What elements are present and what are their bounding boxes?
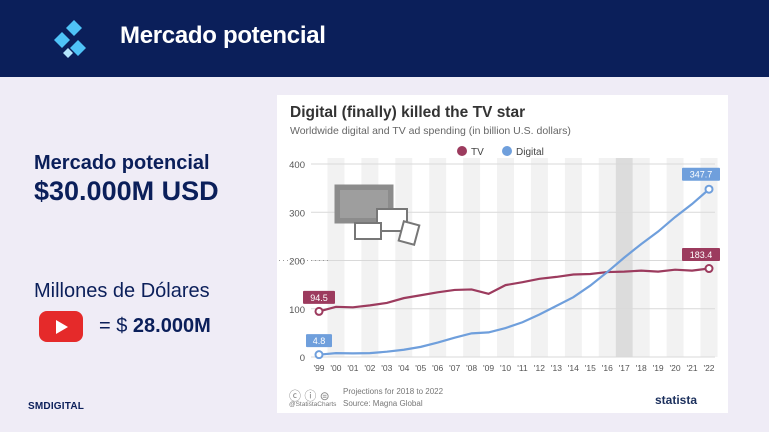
grid-band [598,158,616,357]
x-tick-label: '05 [415,363,426,373]
legend-marker-digital [502,146,512,156]
y-tick-label: 400 [289,160,305,171]
market-label: Mercado potencial [34,152,210,174]
source-note: Source: Magna Global [343,399,423,408]
cc-icon: ⓒ ⓘ ⊜ [289,389,330,403]
market-value: $30.000M USD [34,176,219,206]
grid-band [530,158,548,357]
header-bar: Mercado potencial [0,0,769,77]
x-tick-label: '21 [687,363,698,373]
x-tick-label: '16 [602,363,613,373]
y-tick-label: 200 [289,257,305,268]
x-tick-label: '17 [619,363,630,373]
unit-label: Millones de Dólares [34,280,210,302]
youtube-icon [39,311,83,342]
x-tick-label: '19 [653,363,664,373]
x-tick-label: '20 [670,363,681,373]
legend-label-tv: TV [471,147,484,158]
data-label-tv-start: 94.5 [310,293,328,303]
y-tick-label: 0 [300,353,305,364]
x-tick-label: '06 [432,363,443,373]
x-tick-label: '13 [551,363,562,373]
x-tick-label: '22 [703,363,714,373]
series-endpoint-digital [704,184,714,194]
chart-svg: 0 100 200 300 400 '99 '00 '01 '02 '03 '04 '05 '06 '07… [277,146,720,373]
data-label-digital-start-box [306,334,332,348]
youtube-value: = $ 28.000M [99,315,211,337]
chart-title: Digital (finally) killed the TV star [290,104,526,121]
series-endpoint-tv [704,264,714,274]
grid-band [666,158,684,357]
chart-subtitle: Worldwide digital and TV ad spending (in… [290,125,571,137]
data-label-tv-start-box [303,290,335,304]
y-tick-label: 300 [289,208,305,219]
legend-marker-tv [457,146,467,156]
handle: @StatistaCharts [289,401,337,408]
grid-band [497,158,514,357]
data-label-digital-start: 4.8 [313,336,326,346]
x-tick-label: '02 [364,363,375,373]
statista-logo: statista [655,393,698,407]
series-line-tv [318,267,710,313]
page-title: Mercado potencial [120,22,326,49]
x-tick-label: '03 [381,363,392,373]
x-tick-label: '14 [568,363,579,373]
projection-note: Projections for 2018 to 2022 [343,387,444,396]
x-tick-label: '15 [585,363,596,373]
grid-band [463,158,481,357]
grid-band [395,158,413,357]
x-tick-label: '12 [534,363,545,373]
data-label-tv-end: 183.4 [690,250,713,260]
x-tick-label: '09 [483,363,494,373]
x-tick-label: '07 [449,363,460,373]
x-tick-label: '00 [330,363,341,373]
x-tick-label: '11 [517,363,528,373]
brand-logo: SMDIGITAL [28,401,85,412]
grid-band [564,158,582,357]
data-label-digital-end-box [682,167,720,181]
x-tick-label: '04 [398,363,409,373]
data-label-digital-end: 347.7 [690,170,713,180]
chart-card: Digital (finally) killed the TV star Wor… [277,95,728,413]
series-endpoint-digital [314,350,324,360]
data-label-tv-end-box [682,248,720,262]
diamond-logo-icon [54,20,86,58]
x-tick-label: '08 [466,363,477,373]
grid-band [429,158,447,357]
x-tick-label: '10 [500,363,511,373]
grid-band [632,158,650,357]
legend-label-digital: Digital [516,147,544,158]
series-endpoint-tv [314,306,324,316]
y-tick-label: 100 [289,305,305,316]
devices-icon [334,184,421,246]
series-line-digital [318,188,710,356]
x-tick-label: '01 [347,363,358,373]
x-tick-label: '18 [636,363,647,373]
x-tick-label: '99 [313,363,324,373]
